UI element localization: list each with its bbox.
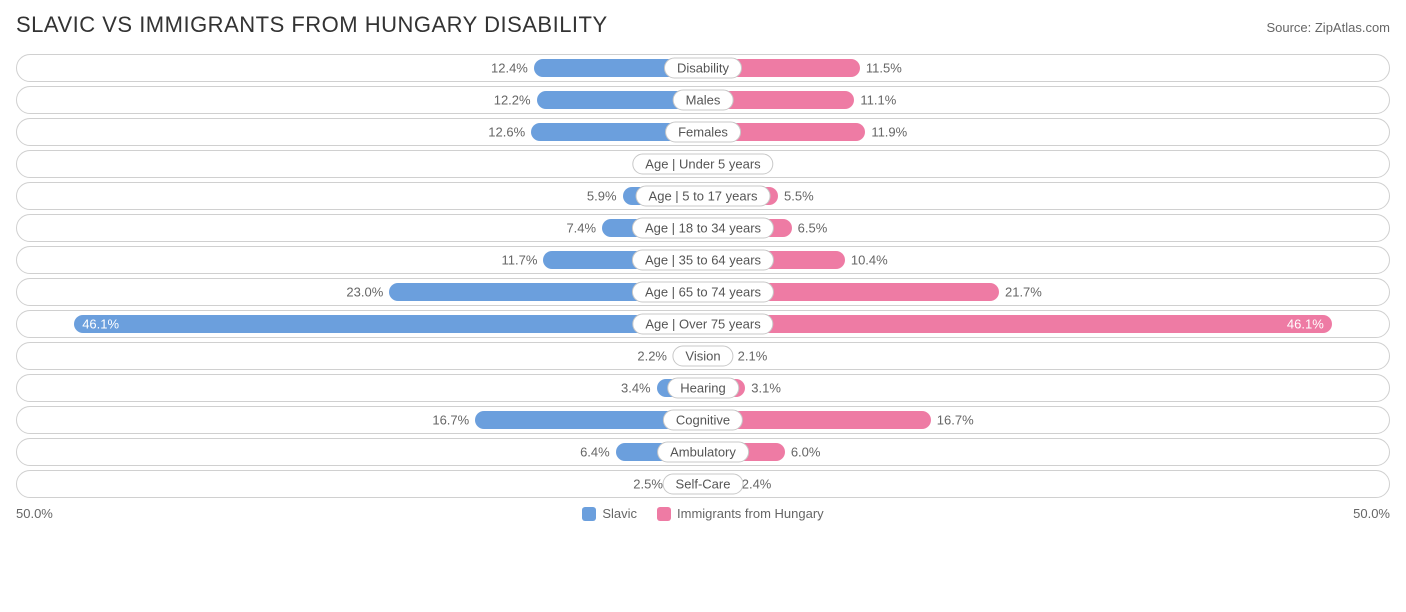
row-category-label: Disability: [664, 58, 742, 79]
bar-value-right: 46.1%: [1287, 317, 1324, 332]
row-category-label: Age | 5 to 17 years: [636, 186, 771, 207]
bar-value-right: 10.4%: [851, 253, 888, 268]
bar-value-left: 6.4%: [580, 445, 610, 460]
legend-label: Slavic: [602, 506, 637, 521]
source-label: Source: ZipAtlas.com: [1266, 20, 1390, 35]
chart-row: 2.2% 2.1% Vision: [16, 342, 1390, 370]
chart-rows: 12.4% 11.5% Disability 12.2% 11.1% Males 12.6%…: [16, 54, 1390, 498]
row-category-label: Age | Under 5 years: [632, 154, 773, 175]
bar-value-right: 6.5%: [798, 221, 828, 236]
bar-value-left: 11.7%: [502, 253, 538, 268]
row-category-label: Age | 18 to 34 years: [632, 218, 774, 239]
bar-value-left: 2.5%: [633, 477, 663, 492]
bar-value-right: 5.5%: [784, 189, 814, 204]
swatch-icon: [657, 507, 671, 521]
row-category-label: Hearing: [667, 378, 739, 399]
bar-value-right: 6.0%: [791, 445, 821, 460]
bar-value-left: 16.7%: [432, 413, 469, 428]
chart-row: 5.9% 5.5% Age | 5 to 17 years: [16, 182, 1390, 210]
bar-value-left: 46.1%: [82, 317, 119, 332]
swatch-icon: [582, 507, 596, 521]
chart-row: 11.7% 10.4% Age | 35 to 64 years: [16, 246, 1390, 274]
bar-value-right: 2.1%: [738, 349, 768, 364]
row-category-label: Females: [665, 122, 741, 143]
chart-row: 3.4% 3.1% Hearing: [16, 374, 1390, 402]
bar-value-right: 3.1%: [751, 381, 781, 396]
bar-value-left: 12.2%: [494, 93, 531, 108]
axis-right-label: 50.0%: [1115, 506, 1390, 521]
bar-right: 46.1%: [703, 315, 1332, 333]
chart-row: 2.5% 2.4%Self-Care: [16, 470, 1390, 498]
header: SLAVIC VS IMMIGRANTS FROM HUNGARY DISABI…: [16, 12, 1390, 38]
row-category-label: Males: [673, 90, 734, 111]
chart-row: 12.4% 11.5% Disability: [16, 54, 1390, 82]
axis-left-label: 50.0%: [16, 506, 291, 521]
bar-value-left: 12.6%: [488, 125, 525, 140]
bar-value-right: 2.4%: [742, 477, 772, 492]
legend-item-immigrants: Immigrants from Hungary: [657, 506, 824, 521]
row-category-label: Ambulatory: [657, 442, 749, 463]
row-category-label: Self-Care: [663, 474, 744, 495]
chart-row: 46.1% 46.1% Age | Over 75 years: [16, 310, 1390, 338]
row-category-label: Vision: [672, 346, 733, 367]
row-category-label: Age | Over 75 years: [632, 314, 773, 335]
chart-row: 16.7% 16.7% Cognitive: [16, 406, 1390, 434]
row-category-label: Age | 65 to 74 years: [632, 282, 774, 303]
bar-value-left: 7.4%: [566, 221, 596, 236]
bar-value-left: 12.4%: [491, 61, 528, 76]
bar-value-right: 21.7%: [1005, 285, 1042, 300]
bar-value-right: 16.7%: [937, 413, 974, 428]
bar-value-right: 11.5%: [866, 61, 902, 76]
bar-value-left: 23.0%: [346, 285, 383, 300]
chart-row: 23.0% 21.7% Age | 65 to 74 years: [16, 278, 1390, 306]
bar-value-left: 3.4%: [621, 381, 651, 396]
legend-item-slavic: Slavic: [582, 506, 637, 521]
bar-left: 46.1%: [74, 315, 703, 333]
bar-value-right: 11.1%: [860, 93, 896, 108]
bar-value-right: 11.9%: [871, 125, 907, 140]
legend-label: Immigrants from Hungary: [677, 506, 824, 521]
chart-row: 1.4%1.4%Age | Under 5 years: [16, 150, 1390, 178]
legend: Slavic Immigrants from Hungary: [291, 506, 1115, 521]
chart-row: 12.2% 11.1% Males: [16, 86, 1390, 114]
chart-footer: 50.0% Slavic Immigrants from Hungary 50.…: [16, 506, 1390, 521]
row-category-label: Age | 35 to 64 years: [632, 250, 774, 271]
chart-row: 12.6% 11.9% Females: [16, 118, 1390, 146]
chart-row: 7.4% 6.5% Age | 18 to 34 years: [16, 214, 1390, 242]
bar-value-left: 5.9%: [587, 189, 617, 204]
row-category-label: Cognitive: [663, 410, 743, 431]
bar-value-left: 2.2%: [637, 349, 667, 364]
chart-title: SLAVIC VS IMMIGRANTS FROM HUNGARY DISABI…: [16, 12, 608, 38]
chart-row: 6.4% 6.0% Ambulatory: [16, 438, 1390, 466]
